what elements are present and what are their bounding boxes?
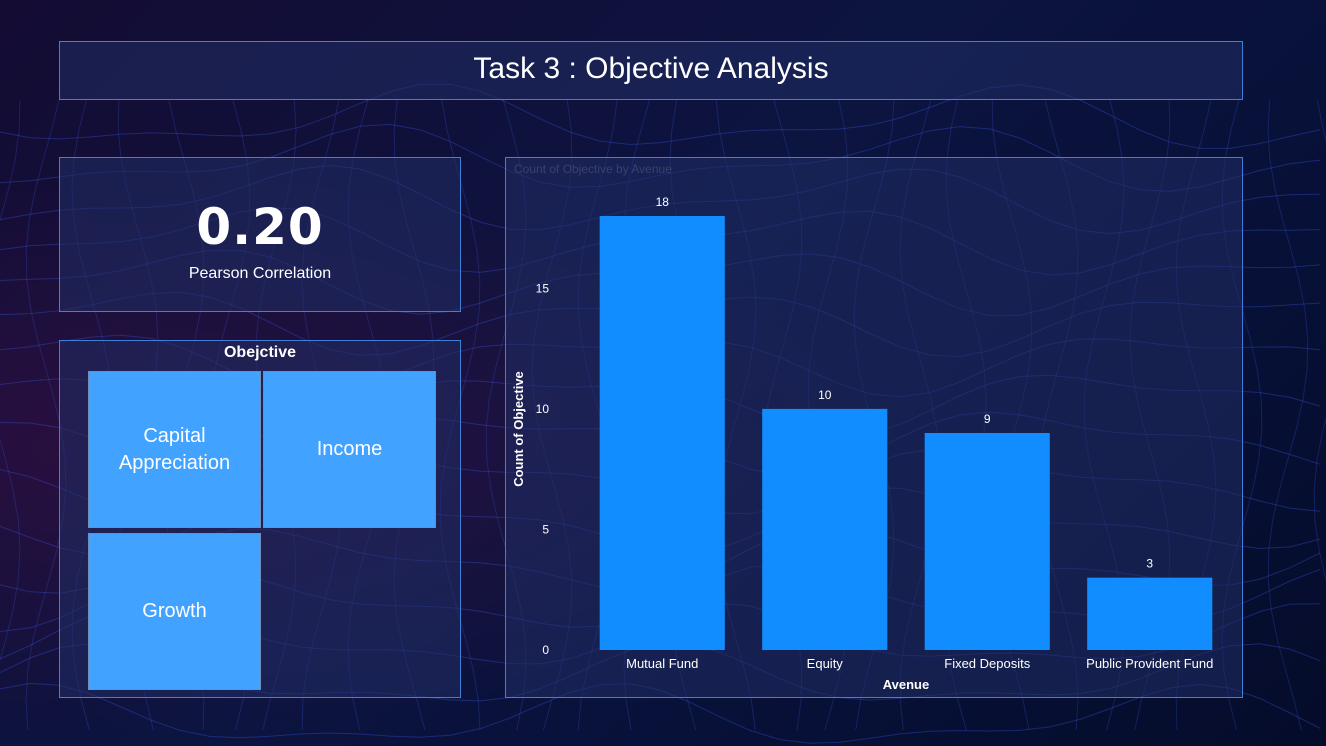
bar-chart: 0 5 10 15 18 Mutual Fund 10 Equity 9 Fixed Deposi… (511, 195, 1213, 692)
kpi-card[interactable]: 0.20 Pearson Correlation (59, 157, 461, 312)
treemap-tile-label: Capital Appreciation (118, 424, 231, 474)
bar[interactable] (1087, 577, 1213, 650)
treemap-tile[interactable]: Capital Appreciation (88, 371, 261, 528)
x-axis-title: Avenue (883, 677, 929, 692)
y-axis-title: Count of Objective (511, 371, 526, 487)
kpi-label: Pearson Correlation (188, 265, 332, 282)
y-tick-label: 15 (536, 281, 550, 295)
data-label: 10 (818, 388, 832, 402)
data-label: 3 (1146, 557, 1153, 571)
bar[interactable] (762, 408, 888, 650)
objective-treemap[interactable]: Obejctive Capital Appreciation Income Gr… (59, 340, 461, 698)
treemap-tile[interactable]: Growth (88, 533, 261, 690)
data-label: 18 (656, 195, 670, 209)
x-tick-label: Fixed Deposits (944, 656, 1030, 671)
treemap-tile[interactable]: Income (263, 371, 436, 528)
x-tick-label: Public Provident Fund (1086, 656, 1213, 671)
data-label: 9 (984, 412, 991, 426)
chart-title: Count of Objective by Avenue (514, 162, 672, 176)
page-title: Task 3 : Objective Analysis (473, 52, 829, 85)
treemap-tile-label: Income (316, 438, 383, 460)
bar[interactable] (924, 433, 1050, 650)
x-tick-label: Mutual Fund (626, 656, 698, 671)
y-tick-label: 5 (542, 522, 549, 536)
treemap-title: Obejctive (223, 344, 297, 361)
bar-chart-panel[interactable]: Count of Objective by Avenue 0 5 10 15 18 Mut… (505, 157, 1243, 698)
treemap-tile-label: Growth (142, 600, 207, 622)
y-tick-label: 0 (542, 643, 549, 657)
y-tick-label: 10 (536, 402, 550, 416)
title-banner: Task 3 : Objective Analysis (59, 41, 1243, 100)
bar[interactable] (599, 216, 725, 650)
kpi-value: 0.20 (196, 198, 324, 256)
x-tick-label: Equity (807, 656, 844, 671)
